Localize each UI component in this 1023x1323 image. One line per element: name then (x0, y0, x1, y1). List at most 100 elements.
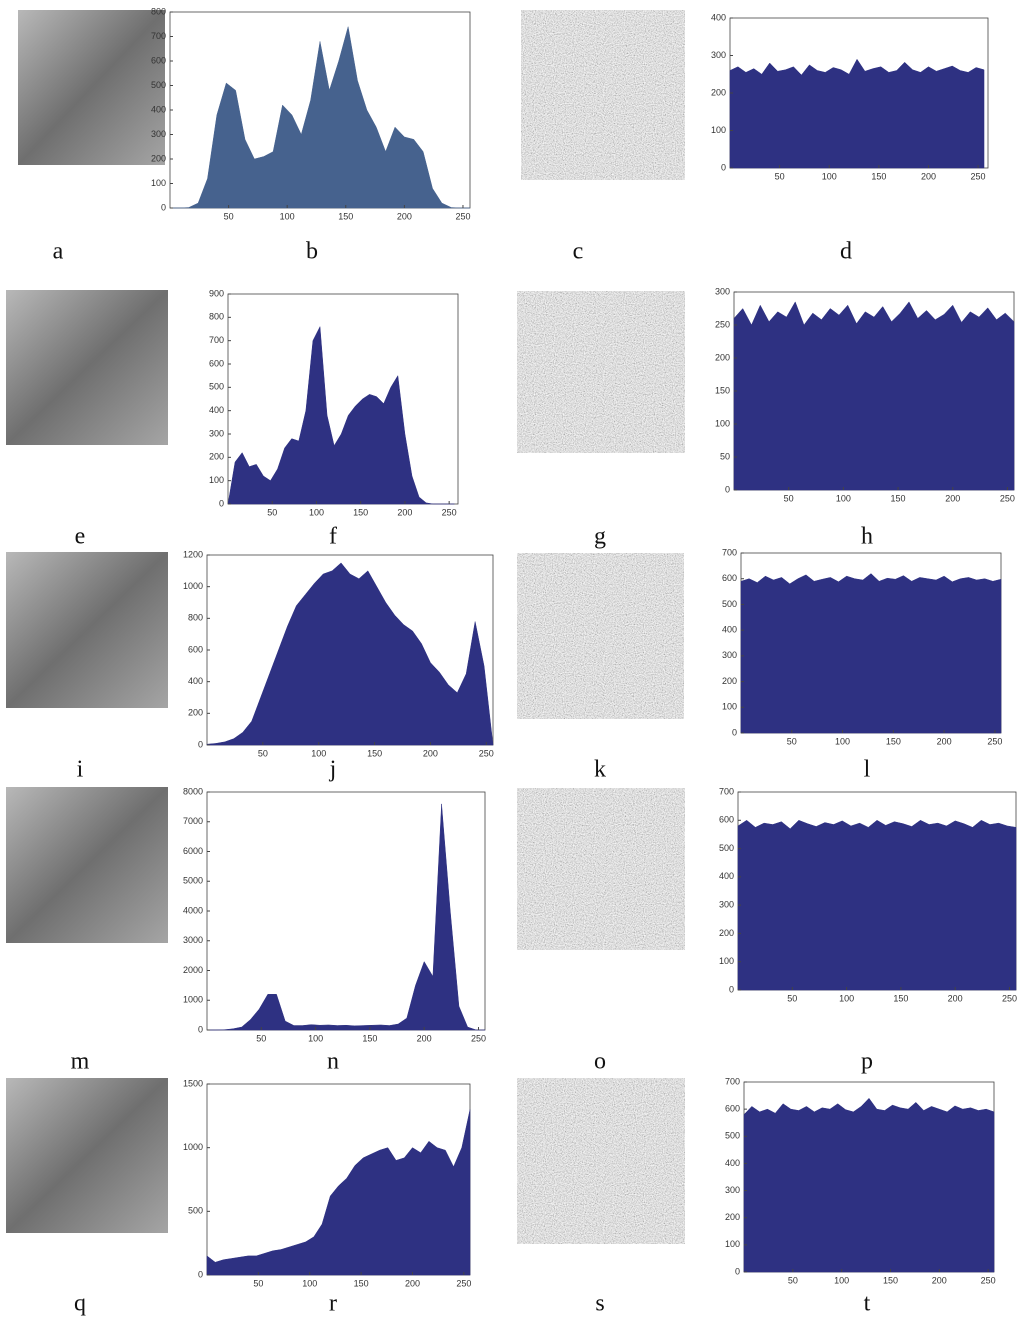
y-tick-label: 400 (725, 1158, 740, 1168)
x-tick-label: 200 (423, 748, 438, 758)
y-tick-label: 600 (209, 358, 224, 368)
encrypted-image (521, 10, 685, 180)
x-tick-label: 150 (354, 1278, 369, 1288)
y-tick-label: 700 (209, 335, 224, 345)
y-tick-label: 500 (719, 843, 734, 853)
x-tick-label: 150 (886, 736, 901, 746)
panel-label: n (327, 1049, 339, 1075)
y-tick-label: 0 (729, 984, 734, 994)
y-tick-label: 300 (725, 1185, 740, 1195)
y-tick-label: 100 (711, 125, 726, 135)
x-tick-label: 150 (893, 993, 908, 1003)
panel-label: j (329, 757, 337, 783)
panel-label: e (75, 524, 86, 550)
y-tick-label: 300 (722, 650, 737, 660)
x-tick-label: 100 (280, 211, 295, 221)
x-tick-label: 200 (417, 1033, 432, 1043)
x-tick-label: 50 (267, 507, 277, 517)
x-tick-label: 50 (775, 171, 785, 181)
panel-label: f (329, 524, 337, 550)
y-tick-label: 200 (719, 928, 734, 938)
histogram-area (207, 803, 485, 1031)
panel-label: p (861, 1049, 873, 1075)
y-tick-label: 700 (722, 547, 737, 557)
y-tick-label: 1000 (183, 1142, 203, 1152)
histogram-area (206, 1109, 471, 1276)
x-tick-label: 250 (455, 211, 470, 221)
y-tick-label: 1500 (183, 1078, 203, 1088)
y-tick-label: 200 (209, 452, 224, 462)
x-tick-label: 50 (788, 1275, 798, 1285)
x-tick-label: 250 (456, 1278, 471, 1288)
x-tick-label: 100 (311, 748, 326, 758)
y-tick-label: 100 (151, 178, 166, 188)
y-tick-label: 300 (151, 129, 166, 139)
y-tick-label: 900 (209, 288, 224, 298)
y-tick-label: 0 (732, 727, 737, 737)
x-tick-label: 150 (338, 211, 353, 221)
y-tick-label: 600 (722, 573, 737, 583)
x-tick-label: 150 (353, 507, 368, 517)
y-tick-label: 0 (721, 162, 726, 172)
y-tick-label: 600 (719, 815, 734, 825)
y-tick-label: 400 (711, 12, 726, 22)
histogram-area (227, 325, 455, 505)
y-tick-label: 700 (725, 1076, 740, 1086)
y-tick-label: 200 (722, 676, 737, 686)
y-tick-label: 4000 (183, 905, 203, 915)
x-tick-label: 200 (948, 993, 963, 1003)
x-tick-label: 150 (367, 748, 382, 758)
y-tick-label: 0 (219, 498, 224, 508)
panel-label: c (573, 239, 584, 265)
x-tick-label: 100 (834, 1275, 849, 1285)
y-tick-label: 6000 (183, 846, 203, 856)
y-tick-label: 800 (188, 613, 203, 623)
panel-label: l (864, 757, 871, 783)
y-tick-label: 0 (198, 1269, 203, 1279)
y-tick-label: 700 (719, 786, 734, 796)
histogram-area (206, 562, 494, 746)
x-tick-label: 250 (1000, 493, 1015, 503)
y-tick-label: 100 (209, 475, 224, 485)
y-tick-label: 0 (161, 202, 166, 212)
x-tick-label: 50 (787, 736, 797, 746)
photo (6, 1078, 168, 1233)
y-tick-label: 600 (725, 1104, 740, 1114)
panel-label: s (595, 1291, 604, 1317)
x-tick-label: 50 (224, 211, 234, 221)
photo (6, 552, 168, 708)
y-tick-label: 800 (151, 6, 166, 16)
panel-label: r (329, 1291, 337, 1317)
y-tick-label: 400 (209, 405, 224, 415)
y-tick-label: 250 (715, 319, 730, 329)
x-tick-label: 200 (405, 1278, 420, 1288)
x-tick-label: 250 (987, 736, 1002, 746)
y-tick-label: 700 (151, 31, 166, 41)
photo (6, 290, 168, 445)
y-tick-label: 0 (725, 484, 730, 494)
y-tick-label: 500 (725, 1131, 740, 1141)
panel-label: t (864, 1291, 871, 1317)
x-tick-label: 250 (442, 507, 457, 517)
encrypted-image (517, 291, 685, 453)
y-tick-label: 500 (722, 599, 737, 609)
panel-label: d (840, 239, 852, 265)
y-tick-label: 100 (722, 702, 737, 712)
x-tick-label: 200 (945, 493, 960, 503)
y-tick-label: 500 (209, 382, 224, 392)
x-tick-label: 150 (362, 1033, 377, 1043)
histogram-area (729, 58, 985, 169)
y-tick-label: 0 (198, 1024, 203, 1034)
y-tick-label: 200 (151, 153, 166, 163)
y-tick-label: 200 (715, 352, 730, 362)
x-tick-label: 200 (937, 736, 952, 746)
histogram-area (743, 1097, 995, 1273)
x-tick-label: 100 (836, 493, 851, 503)
panel-label: g (594, 524, 606, 550)
panel-label: q (74, 1291, 86, 1317)
y-tick-label: 600 (151, 55, 166, 65)
x-tick-label: 200 (932, 1275, 947, 1285)
x-tick-label: 250 (971, 171, 986, 181)
panel-label: i (77, 757, 84, 783)
